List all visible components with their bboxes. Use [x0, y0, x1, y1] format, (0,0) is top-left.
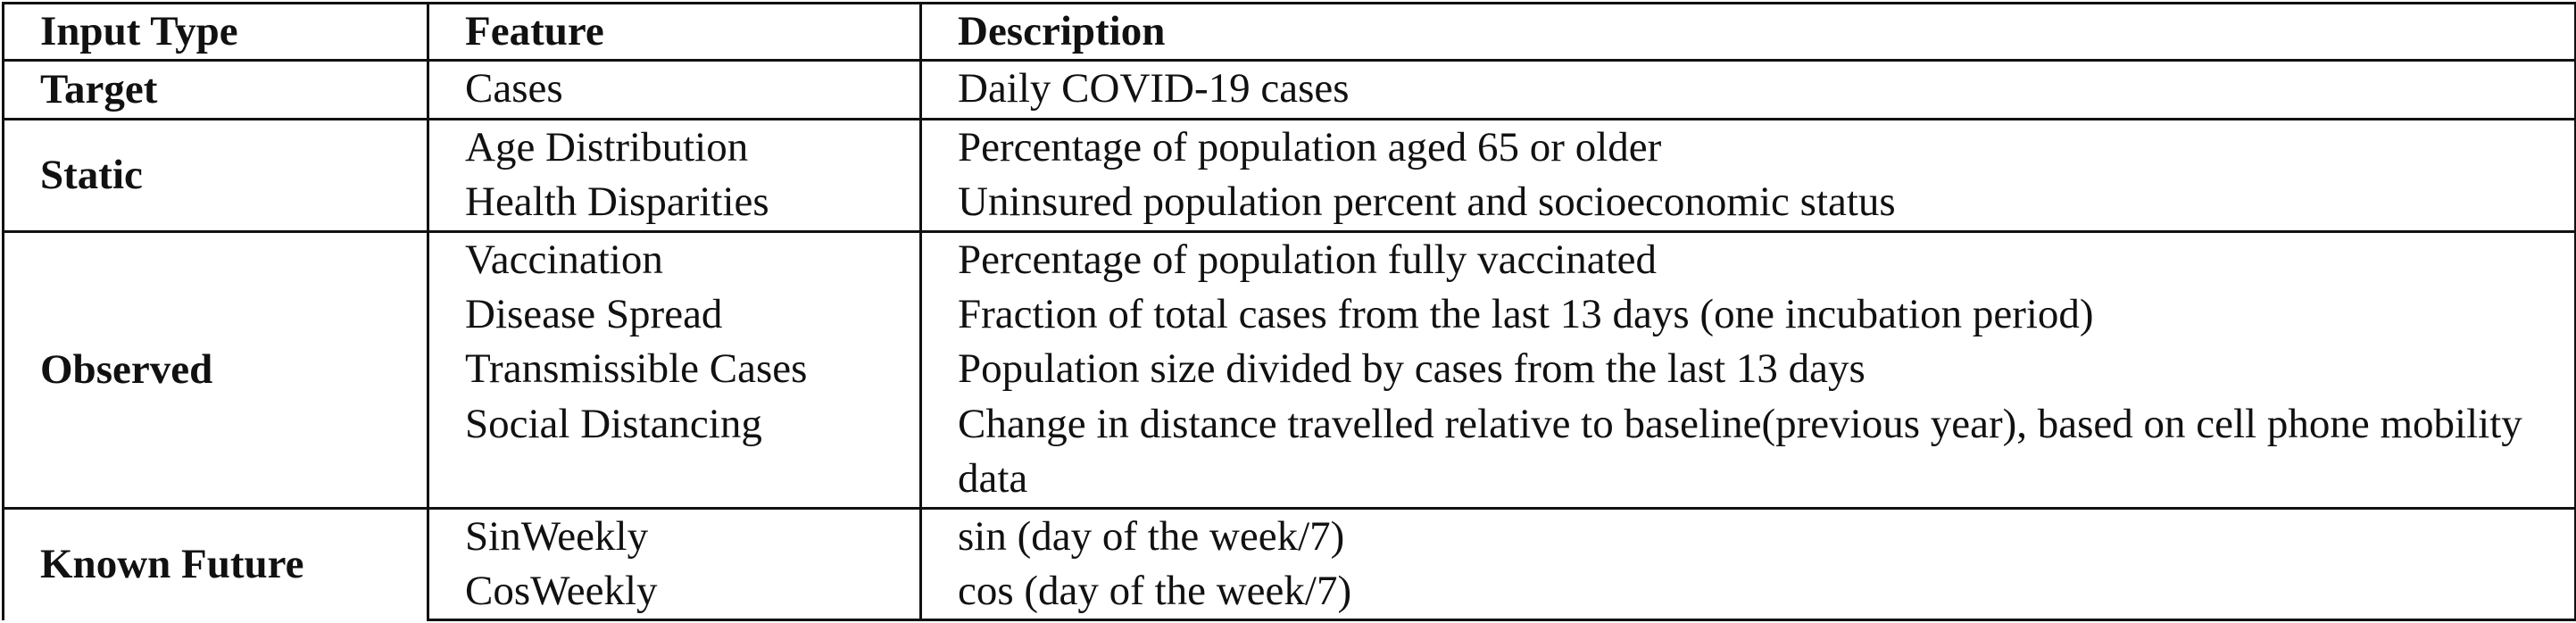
table-row: Health Disparities Uninsured population … — [4, 175, 2576, 233]
feature-cell: SinWeekly — [427, 506, 922, 564]
table-row: Social Distancing Change in distance tra… — [4, 397, 2576, 510]
table-row: Disease Spread Fraction of total cases f… — [4, 287, 2576, 342]
table-row: Observed Vaccination Percentage of popul… — [2, 229, 2576, 509]
feature-cell: CosWeekly — [427, 563, 922, 621]
feature-cell: Health Disparities — [427, 175, 922, 233]
input-type-static: Static — [2, 118, 429, 232]
table-row: CosWeekly cos (day of the week/7) — [4, 563, 2576, 621]
description-cell: sin (day of the week/7) — [919, 506, 2576, 564]
description-cell: Daily COVID-19 cases — [919, 58, 2576, 121]
header-feature: Feature — [427, 2, 922, 62]
feature-cell: Disease Spread — [427, 287, 922, 342]
table-row: Static Age Distribution Percentage of po… — [2, 118, 2576, 232]
feature-cell: Age Distribution — [427, 118, 922, 176]
feature-cell: Cases — [427, 58, 922, 121]
description-cell: cos (day of the week/7) — [919, 563, 2576, 621]
table-header-row: Input Type Feature Description — [2, 2, 2576, 62]
feature-cell: Vaccination — [427, 229, 922, 287]
description-cell: Percentage of population fully vaccinate… — [919, 229, 2576, 287]
description-cell: Uninsured population percent and socioec… — [919, 175, 2576, 233]
description-cell: Fraction of total cases from the last 13… — [919, 287, 2576, 342]
description-cell: Percentage of population aged 65 or olde… — [919, 118, 2576, 176]
header-description: Description — [919, 2, 2576, 62]
table-row: Target Cases Daily COVID-19 cases — [2, 58, 2576, 121]
input-type-observed: Observed — [2, 229, 429, 509]
description-cell: Change in distance travelled relative to… — [919, 397, 2576, 510]
header-input-type: Input Type — [2, 2, 429, 62]
feature-cell: Social Distancing — [427, 397, 922, 510]
input-type-target: Target — [2, 58, 429, 121]
description-cell: Population size divided by cases from th… — [919, 341, 2576, 398]
table-row: Known Future SinWeekly sin (day of the w… — [2, 506, 2576, 620]
feature-cell: Transmissible Cases — [427, 341, 922, 398]
input-type-known-future: Known Future — [2, 506, 429, 620]
table-row: Transmissible Cases Population size divi… — [4, 341, 2576, 398]
